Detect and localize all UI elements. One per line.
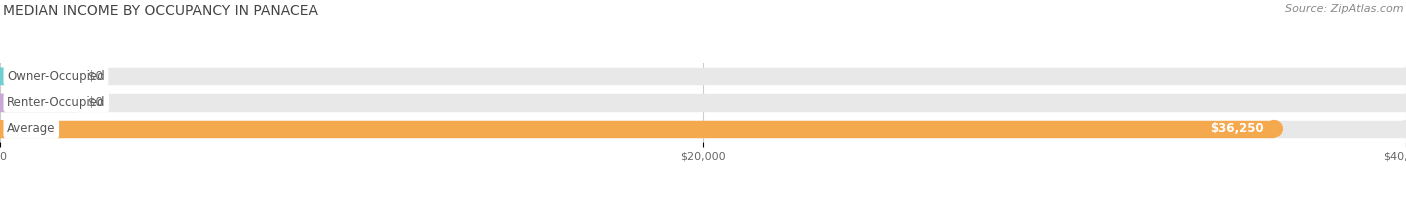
Ellipse shape <box>0 68 8 84</box>
Text: Source: ZipAtlas.com: Source: ZipAtlas.com <box>1285 4 1403 14</box>
Ellipse shape <box>0 94 8 111</box>
Bar <box>0 121 1274 137</box>
Ellipse shape <box>1265 121 1282 137</box>
Ellipse shape <box>69 68 86 84</box>
Ellipse shape <box>0 94 8 111</box>
Text: Renter-Occupied: Renter-Occupied <box>7 96 105 109</box>
Ellipse shape <box>0 121 8 137</box>
Text: Average: Average <box>7 122 55 135</box>
Ellipse shape <box>0 121 8 137</box>
Text: Owner-Occupied: Owner-Occupied <box>7 70 105 83</box>
Text: $0: $0 <box>87 70 103 83</box>
Bar <box>0 94 1406 111</box>
Text: $0: $0 <box>87 96 103 109</box>
Bar <box>0 68 77 84</box>
Ellipse shape <box>1398 94 1406 111</box>
Ellipse shape <box>0 68 8 84</box>
Bar <box>0 68 1406 84</box>
Text: MEDIAN INCOME BY OCCUPANCY IN PANACEA: MEDIAN INCOME BY OCCUPANCY IN PANACEA <box>3 4 318 18</box>
Ellipse shape <box>69 94 86 111</box>
Ellipse shape <box>1398 121 1406 137</box>
Bar <box>0 121 1406 137</box>
Bar <box>0 94 77 111</box>
Text: $36,250: $36,250 <box>1211 122 1264 135</box>
Ellipse shape <box>1398 68 1406 84</box>
